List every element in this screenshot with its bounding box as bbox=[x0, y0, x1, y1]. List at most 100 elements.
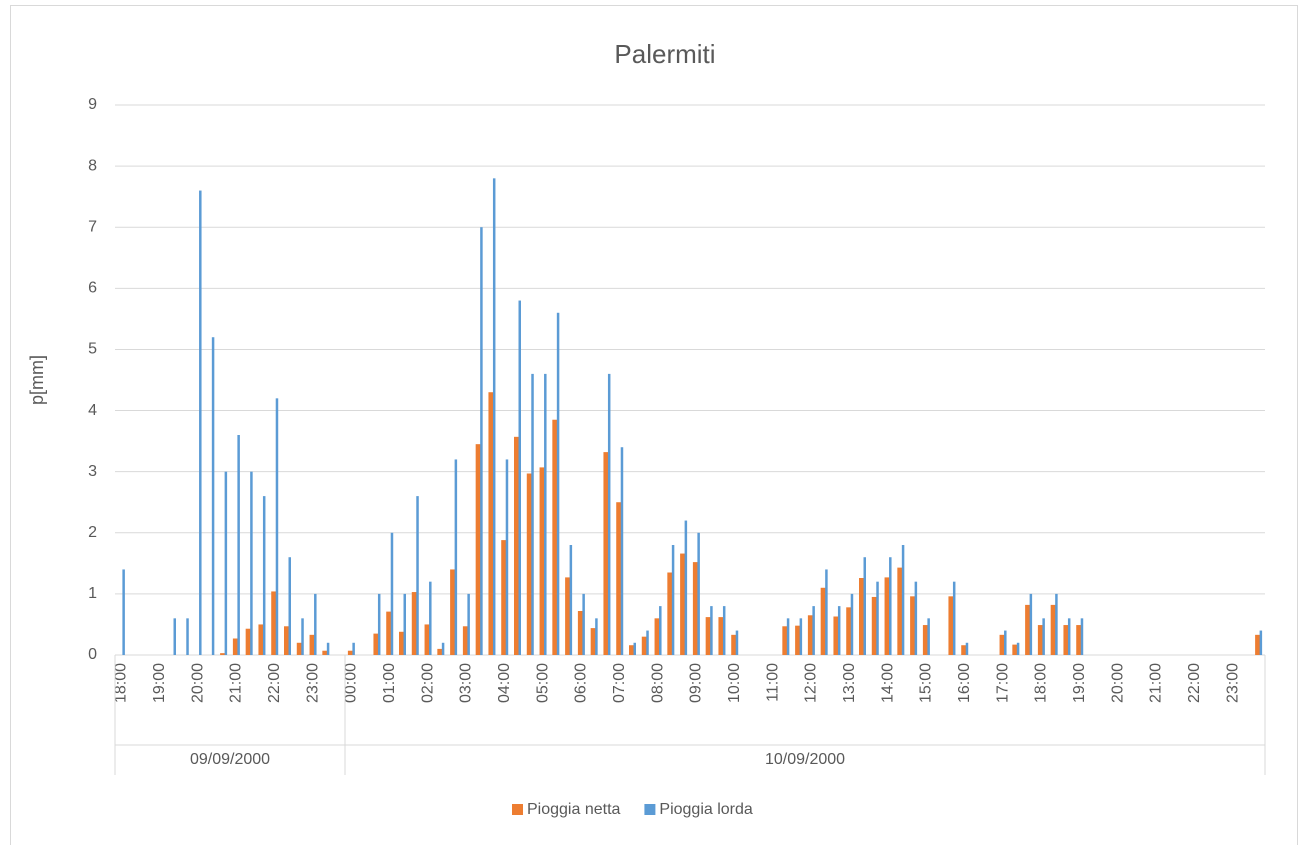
bar bbox=[271, 591, 277, 655]
bar bbox=[876, 581, 879, 655]
bar bbox=[595, 618, 598, 655]
y-tick-label: 6 bbox=[88, 280, 97, 297]
bar bbox=[296, 642, 302, 655]
y-tick-label: 5 bbox=[88, 341, 97, 358]
bar bbox=[1255, 634, 1261, 655]
bar bbox=[275, 398, 279, 655]
y-tick-label: 1 bbox=[88, 585, 97, 602]
bar bbox=[884, 577, 890, 655]
bar bbox=[1029, 593, 1033, 655]
bar bbox=[863, 557, 866, 655]
bar bbox=[786, 618, 790, 655]
bar bbox=[399, 631, 404, 655]
bar bbox=[122, 569, 125, 655]
bar bbox=[199, 190, 202, 656]
bar bbox=[961, 645, 967, 655]
y-tick-label: 7 bbox=[88, 218, 97, 235]
bar bbox=[437, 648, 443, 655]
bar bbox=[462, 626, 468, 655]
bar bbox=[1076, 625, 1082, 655]
bar bbox=[833, 616, 839, 655]
y-tick-label: 2 bbox=[88, 524, 97, 541]
bar bbox=[735, 630, 739, 655]
bar bbox=[186, 618, 189, 655]
bar bbox=[582, 593, 585, 655]
bar bbox=[965, 642, 969, 655]
bar bbox=[411, 592, 417, 655]
bar bbox=[488, 392, 494, 655]
bar bbox=[262, 496, 266, 655]
bar bbox=[646, 630, 649, 655]
bar bbox=[1063, 625, 1069, 655]
x-tick-label: 04:00 bbox=[496, 663, 513, 703]
x-tick-label: 05:00 bbox=[534, 663, 551, 703]
bar bbox=[999, 634, 1005, 655]
bar bbox=[1025, 604, 1031, 655]
bar bbox=[927, 618, 930, 655]
bar bbox=[641, 636, 647, 655]
bar bbox=[173, 618, 176, 655]
x-tick-label: 02:00 bbox=[419, 663, 436, 703]
x-tick-label: 17:00 bbox=[994, 663, 1011, 703]
legend-swatch bbox=[644, 804, 656, 815]
x-tick-label: 03:00 bbox=[458, 663, 475, 703]
bar bbox=[314, 593, 317, 655]
group-label: 10/09/2000 bbox=[765, 751, 845, 768]
x-tick-label: 23:00 bbox=[304, 663, 321, 703]
x-tick-label: 10:00 bbox=[726, 663, 743, 703]
x-tick-label: 09:00 bbox=[688, 663, 705, 703]
y-tick-label: 9 bbox=[88, 96, 97, 113]
bar bbox=[910, 596, 916, 655]
bar bbox=[552, 419, 558, 655]
bar bbox=[859, 578, 864, 655]
bar bbox=[633, 642, 636, 655]
bar bbox=[416, 496, 419, 655]
bar bbox=[531, 373, 534, 655]
bar bbox=[377, 593, 381, 655]
x-tick-label: 18:00 bbox=[113, 663, 130, 703]
bar bbox=[544, 373, 547, 655]
bar bbox=[812, 606, 815, 655]
bar bbox=[718, 617, 724, 655]
bar bbox=[386, 611, 392, 655]
bar bbox=[684, 520, 688, 655]
bar bbox=[454, 459, 458, 655]
bar bbox=[1050, 604, 1056, 655]
bar bbox=[450, 569, 456, 655]
x-tick-label: 00:00 bbox=[343, 663, 360, 703]
x-tick-label: 22:00 bbox=[1186, 663, 1203, 703]
bar bbox=[220, 653, 226, 655]
bar bbox=[224, 471, 228, 655]
bar bbox=[620, 447, 624, 655]
x-tick-label: 12:00 bbox=[803, 663, 820, 703]
bar bbox=[403, 593, 406, 655]
x-tick-label: 06:00 bbox=[573, 663, 590, 703]
bar bbox=[710, 606, 713, 655]
bar bbox=[284, 626, 289, 655]
bar bbox=[922, 625, 928, 655]
bar bbox=[1067, 618, 1071, 655]
bar bbox=[565, 577, 571, 655]
bar bbox=[492, 178, 496, 656]
bar bbox=[518, 300, 521, 655]
bar bbox=[250, 471, 253, 655]
bar bbox=[577, 611, 583, 655]
bar bbox=[352, 642, 355, 655]
bar bbox=[326, 642, 330, 655]
bar bbox=[697, 532, 700, 655]
bar bbox=[467, 593, 470, 655]
bar bbox=[680, 553, 686, 655]
bar bbox=[782, 626, 788, 655]
x-tick-label: 21:00 bbox=[1148, 663, 1165, 703]
bar bbox=[539, 467, 545, 655]
bar bbox=[1080, 618, 1084, 655]
bar bbox=[901, 545, 905, 655]
chart-frame bbox=[10, 5, 1298, 845]
legend-swatch bbox=[512, 804, 523, 815]
bar bbox=[1055, 593, 1058, 655]
bar bbox=[837, 606, 841, 655]
bar bbox=[820, 587, 826, 655]
bar bbox=[258, 624, 264, 655]
bar bbox=[556, 312, 560, 655]
bar bbox=[1037, 625, 1043, 655]
